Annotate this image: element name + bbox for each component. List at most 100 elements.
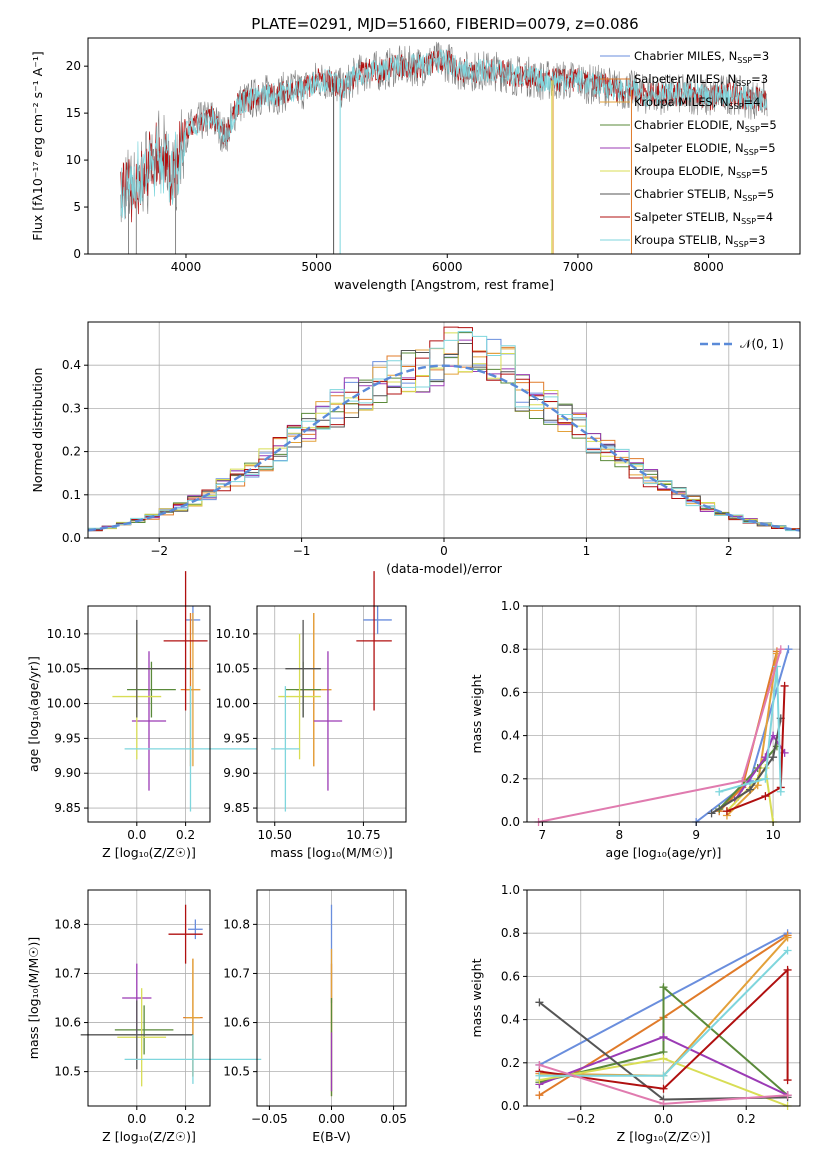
legend-label: 𝒩(0, 1) <box>740 337 784 351</box>
y-tick-label: 10.05 <box>216 662 250 676</box>
histogram-salpeter-stelib <box>88 326 800 532</box>
x-tick-label: −0.05 <box>251 1112 288 1126</box>
y-axis-label: mass weight <box>469 958 484 1037</box>
series-line <box>539 985 789 1096</box>
spectrum-panel: 4000 5000 6000 7000 8000 0 5 10 15 20 wavelength [… <box>30 37 801 292</box>
legend-subscript: SSP <box>737 56 752 65</box>
histogram-chabrier-stelib <box>88 343 800 531</box>
y-tick-label: 10.10 <box>216 627 250 641</box>
y-tick-label: 0.1 <box>62 488 81 502</box>
x-tick-label: 10 <box>765 828 780 842</box>
y-tick-label: 0.6 <box>501 969 520 983</box>
residuals-panel: −2 −1 0 1 2 0.0 0.1 0.2 0.3 0.4 (data-model)/error… <box>30 321 801 576</box>
x-axis-label: mass [log₁₀(M/M☉)] <box>270 845 392 860</box>
x-tick-label: −0.2 <box>566 1112 595 1126</box>
axes-frame <box>87 889 211 1107</box>
legend-value: =4 <box>756 210 773 224</box>
legend-label: Chabrier MILES, NSSP=3 <box>634 49 769 65</box>
y-tick-label: 0.3 <box>62 401 81 415</box>
spectrum-model-line <box>120 49 768 220</box>
weight-vs-age-panel: 7 8 9 10 0.0 0.2 0.4 0.6 0.8 1.0 age [log₁₀(age/yr… <box>469 599 801 860</box>
y-tick-label: 0.2 <box>501 772 520 786</box>
x-tick-label: −2 <box>150 544 168 558</box>
series-marker <box>659 1084 668 1093</box>
y-tick-label: 0.4 <box>501 1013 520 1027</box>
series-marker <box>769 753 778 762</box>
y-tick-label: 1.0 <box>501 883 520 897</box>
y-tick-label: 20 <box>66 59 81 73</box>
x-tick-label: 4000 <box>171 260 202 274</box>
x-axis-label: Z [log₁₀(Z/Z☉)] <box>102 845 196 860</box>
y-tick-label: 10.5 <box>223 1065 250 1079</box>
x-tick-label: 0 <box>440 544 448 558</box>
series-marker <box>776 645 785 654</box>
legend-label: Kroupa ELODIE, NSSP=5 <box>634 164 768 180</box>
legend-value: =3 <box>749 233 766 247</box>
y-tick-label: 10.7 <box>54 966 81 980</box>
y-axis-label: mass [log₁₀(M/M☉)] <box>26 937 41 1059</box>
series-marker <box>776 787 785 796</box>
mass-vs-Z-panel: 0.0 0.2 10.5 10.6 10.7 10.8 Z [log₁₀(Z/Z☉)] mas… <box>26 889 262 1144</box>
series-marker <box>783 1091 792 1100</box>
legend-label: Chabrier ELODIE, NSSP=5 <box>634 118 777 134</box>
y-tick-label: 9.90 <box>54 766 81 780</box>
series-marker <box>738 776 747 785</box>
series-marker <box>761 774 770 783</box>
series-marker <box>783 965 792 974</box>
x-tick-label: 1 <box>583 544 591 558</box>
x-tick-label: −1 <box>293 544 311 558</box>
y-tick-label: 5 <box>73 200 81 214</box>
axes-frame <box>87 37 801 255</box>
axes-frame <box>87 605 211 823</box>
y-tick-label: 10.00 <box>216 697 250 711</box>
legend-subscript: SSP <box>744 148 759 157</box>
y-tick-label: 10.8 <box>223 917 250 931</box>
normal-curve <box>87 364 801 532</box>
legend-value: =5 <box>760 118 777 132</box>
series-marker <box>535 998 544 1007</box>
y-tick-label: 0.6 <box>501 685 520 699</box>
y-tick-label: 10.10 <box>47 627 81 641</box>
series-marker <box>715 787 724 796</box>
y-tick-label: 0.4 <box>62 358 81 372</box>
x-tick-label: 2 <box>725 544 733 558</box>
mass-vs-EBV-panel: −0.05 0.00 0.05 10.5 10.6 10.7 10.8 E(B-V) <box>223 889 407 1144</box>
y-tick-label: 0.8 <box>501 926 520 940</box>
y-tick-label: 9.85 <box>223 801 250 815</box>
legend-value: =5 <box>751 164 768 178</box>
y-tick-label: 0.4 <box>501 729 520 743</box>
legend-subscript: SSP <box>734 240 749 249</box>
y-tick-label: 0.0 <box>501 1099 520 1113</box>
y-tick-label: 0.0 <box>501 815 520 829</box>
x-tick-label: 8 <box>615 828 623 842</box>
axes-frame <box>526 605 801 823</box>
y-tick-label: 15 <box>66 106 81 120</box>
legend-value: =5 <box>759 141 776 155</box>
y-tick-label: 0.2 <box>62 445 81 459</box>
series-line <box>539 967 789 1090</box>
legend-label: Chabrier STELIB, NSSP=5 <box>634 187 774 203</box>
legend-subscript: SSP <box>742 194 757 203</box>
series-marker <box>535 1071 544 1080</box>
y-tick-label: 10 <box>66 153 81 167</box>
series-marker <box>783 1076 792 1085</box>
y-axis-label: Flux [fλ10⁻¹⁷ erg cm⁻² s⁻¹ A⁻¹] <box>30 51 45 240</box>
series-marker <box>707 809 716 818</box>
y-tick-label: 9.90 <box>223 766 250 780</box>
x-axis-label: (data-model)/error <box>386 561 503 576</box>
series-marker <box>535 1060 544 1069</box>
x-tick-label: 10.75 <box>346 828 380 842</box>
legend-subscript: SSP <box>729 102 744 111</box>
legend-subscript: SSP <box>745 125 760 134</box>
y-tick-label: 9.85 <box>54 801 81 815</box>
legend-value: =5 <box>757 187 774 201</box>
series-marker <box>659 1054 668 1063</box>
y-tick-label: 0 <box>73 247 81 261</box>
legend-subscript: SSP <box>736 79 751 88</box>
x-tick-label: 7000 <box>563 260 594 274</box>
y-axis-label: age [log₁₀(age/yr)] <box>26 656 41 772</box>
legend-label: Salpeter MILES, NSSP=3 <box>634 72 768 88</box>
